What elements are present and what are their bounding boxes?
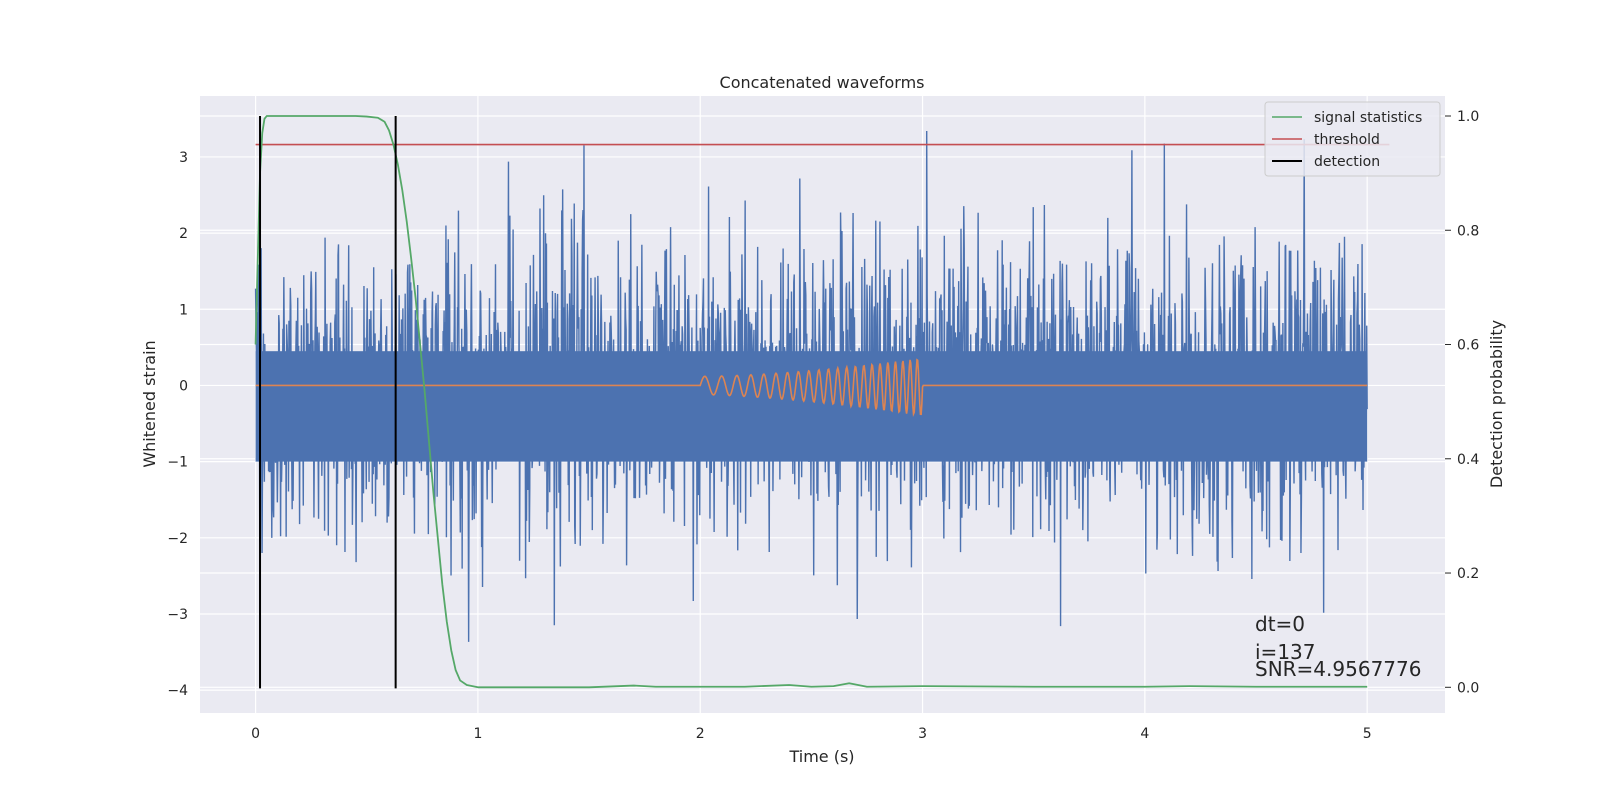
y-tick-label: 2: [179, 226, 188, 242]
y-tick-label: 3: [179, 150, 188, 166]
annotation-snr: SNR=4.9567776: [1255, 657, 1421, 681]
overlay-series: [254, 115, 1390, 689]
chart-title: Concatenated waveforms: [720, 73, 925, 92]
strain-band: [255, 351, 1368, 462]
x-tick-label: 5: [1363, 726, 1372, 742]
x-tick-label: 1: [473, 726, 482, 742]
legend: signal statistics threshold detection: [1264, 101, 1441, 177]
template-series: [255, 358, 1368, 418]
y2-tick-label: 0.8: [1457, 223, 1479, 239]
y2-tick-label: 0.4: [1457, 452, 1479, 468]
y-tick-label: −3: [167, 607, 188, 623]
legend-label-signal-statistics: signal statistics: [1314, 110, 1422, 126]
template-line: [255, 358, 1368, 418]
x-tick-label: 0: [251, 726, 260, 742]
y2-tick-label: 1.0: [1457, 109, 1479, 125]
y2-tick-label: 0.2: [1457, 566, 1479, 582]
legend-label-detection: detection: [1314, 154, 1380, 170]
y-tick-label: 0: [179, 378, 188, 394]
strain-series: [254, 131, 1368, 642]
x-axis-label: Time (s): [788, 747, 854, 766]
y-axis-label: Whitened strain: [140, 340, 159, 467]
signal-statistics-line: [254, 115, 1368, 689]
y-tick-label: 1: [179, 302, 188, 318]
x-tick-label: 3: [918, 726, 927, 742]
ticks: 0 1 2 3 4 5 −4 −3 −2 −1 0 1 2 3 0.0 0.2 0.4 0.6 0.8 1.0: [167, 109, 1479, 742]
annotation-index: i=137: [1255, 640, 1316, 664]
y-tick-label: −1: [167, 455, 188, 471]
y2-axis-label: Detection probability: [1487, 320, 1506, 488]
x-tick-label: 4: [1140, 726, 1149, 742]
y-tick-label: −2: [167, 531, 188, 547]
y2-tick-label: 0.6: [1457, 338, 1479, 354]
y2-tick-label: 0.0: [1457, 680, 1479, 696]
legend-label-threshold: threshold: [1314, 132, 1380, 148]
legend-box: [1264, 101, 1441, 177]
annotation-dt: dt=0: [1255, 612, 1305, 636]
x-tick-label: 2: [696, 726, 705, 742]
y-tick-label: −4: [167, 683, 188, 699]
